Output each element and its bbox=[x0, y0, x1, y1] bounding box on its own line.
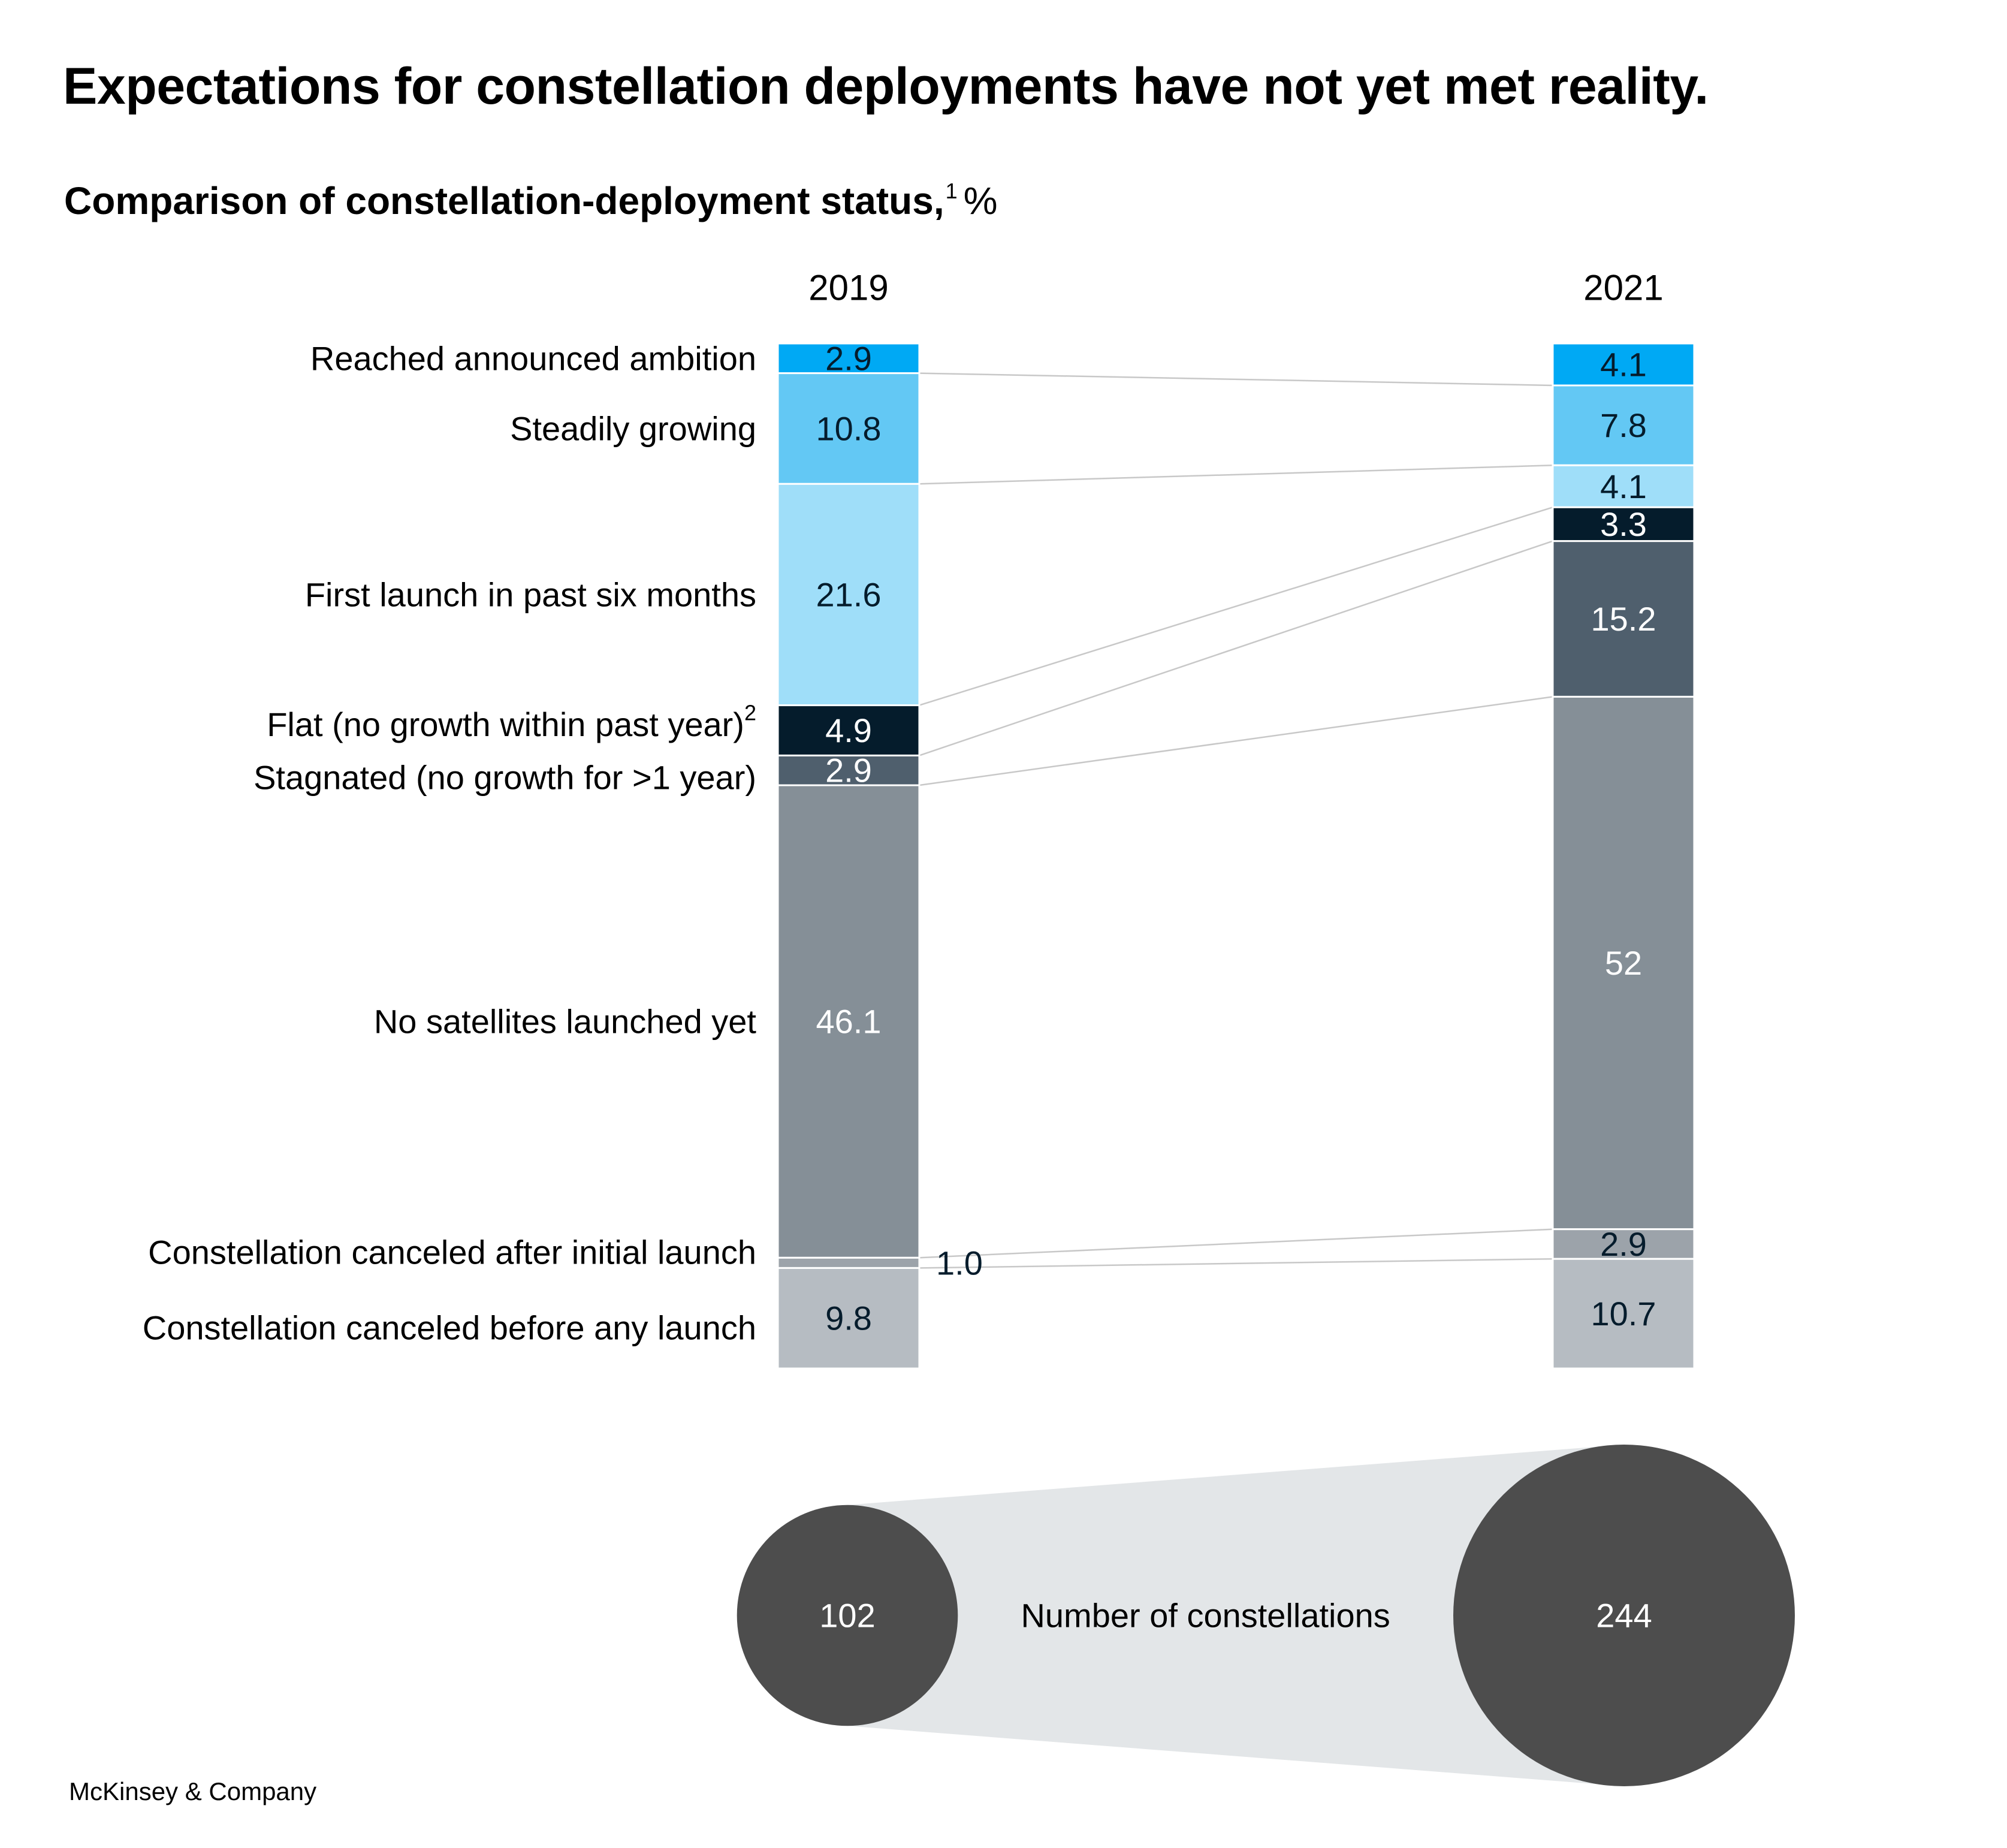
bar-value-label: 52 bbox=[1605, 944, 1642, 982]
bar-value-label: 15.2 bbox=[1591, 600, 1656, 638]
row-label: Reached announced ambition bbox=[310, 339, 756, 377]
connector-line bbox=[919, 540, 1553, 756]
connector-line bbox=[919, 465, 1553, 485]
totals-bubble bbox=[1453, 1445, 1795, 1786]
bar-value-label: 1.0 bbox=[936, 1244, 983, 1282]
bar-value-label: 4.1 bbox=[1600, 468, 1647, 505]
bar-segment bbox=[1552, 540, 1695, 698]
bar-value-label: 9.8 bbox=[825, 1300, 872, 1337]
totals-band bbox=[847, 1445, 1624, 1786]
row-label: Steadily growing bbox=[510, 409, 756, 447]
subtitle-text: Comparison of constellation-deployment s… bbox=[64, 179, 944, 222]
row-label: Flat (no growth within past year)2 bbox=[267, 700, 756, 743]
bar-value-label: 7.8 bbox=[1600, 406, 1647, 444]
bar-segments bbox=[777, 342, 1695, 1370]
connector-lines bbox=[919, 372, 1553, 1269]
bar-value-label: 10.7 bbox=[1591, 1295, 1656, 1333]
category-label: 2021 bbox=[1583, 268, 1663, 308]
value-labels: 2.910.821.64.92.946.11.09.84.17.84.13.31… bbox=[816, 339, 1656, 1337]
subtitle-footnote: 1 bbox=[945, 179, 958, 203]
bar-value-label: 2.9 bbox=[1600, 1225, 1647, 1263]
bar-value-label: 4.1 bbox=[1600, 346, 1647, 384]
bar-value-label: 4.9 bbox=[825, 712, 872, 749]
row-label: First launch in past six months bbox=[305, 576, 756, 614]
bar-segment bbox=[777, 342, 920, 375]
connector-line bbox=[919, 372, 1553, 387]
bar-value-label: 3.3 bbox=[1600, 505, 1647, 543]
connector-line bbox=[919, 1228, 1553, 1259]
totals-value: 244 bbox=[1596, 1597, 1652, 1635]
bar-value-label: 10.8 bbox=[816, 409, 882, 447]
row-labels: Reached announced ambition Steadily growi… bbox=[143, 339, 757, 1346]
connector-line bbox=[919, 1258, 1553, 1269]
bar-segment bbox=[1552, 695, 1695, 1231]
bar-segment bbox=[777, 483, 920, 707]
totals-bubble bbox=[737, 1505, 958, 1726]
bar-segment bbox=[1552, 1258, 1695, 1370]
bar-segment bbox=[777, 704, 920, 756]
bar-value-label: 2.9 bbox=[825, 752, 872, 789]
bar-value-label: 46.1 bbox=[816, 1003, 882, 1041]
connector-line bbox=[919, 696, 1553, 786]
totals-label: Number of constellations bbox=[1021, 1597, 1390, 1635]
bar-segment bbox=[1552, 464, 1695, 508]
totals-comparison: 102 244 Number of constellations bbox=[737, 1445, 1795, 1786]
bar-segment bbox=[777, 784, 920, 1259]
bar-segment bbox=[1552, 384, 1695, 466]
row-label: Stagnated (no growth for >1 year) bbox=[253, 759, 756, 797]
bar-segment bbox=[777, 1256, 920, 1269]
footer-brand: McKinsey & Company bbox=[69, 1777, 317, 1805]
subtitle-unit: % bbox=[963, 179, 998, 222]
row-label: Constellation canceled before any launch bbox=[143, 1309, 756, 1347]
bar-segment bbox=[777, 1267, 920, 1370]
category-labels: 2019 2021 bbox=[808, 268, 1663, 308]
category-label: 2019 bbox=[808, 268, 888, 308]
row-label-footnote: 2 bbox=[744, 700, 756, 725]
totals-value: 102 bbox=[819, 1597, 875, 1635]
bar-segment bbox=[777, 754, 920, 786]
row-label: Constellation canceled after initial lau… bbox=[148, 1233, 756, 1271]
bar-value-label: 21.6 bbox=[816, 576, 882, 614]
chart-subtitle: Comparison of constellation-deployment s… bbox=[64, 179, 998, 223]
row-label: No satellites launched yet bbox=[374, 1003, 757, 1041]
connector-line bbox=[919, 507, 1553, 706]
bar-segment bbox=[777, 372, 920, 485]
bar-value-label: 2.9 bbox=[825, 339, 872, 377]
bar-segment bbox=[1552, 506, 1695, 542]
page-title: Expectations for constellation deploymen… bbox=[63, 58, 1709, 115]
